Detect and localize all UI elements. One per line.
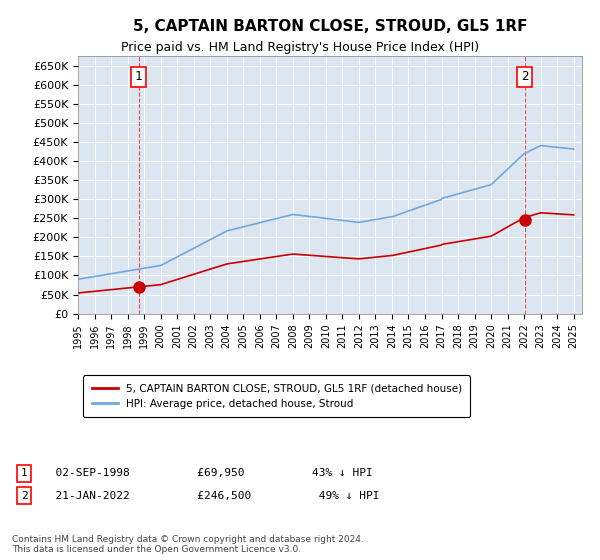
Text: 1: 1 xyxy=(135,71,142,83)
Text: 2: 2 xyxy=(20,491,28,501)
Text: 02-SEP-1998          £69,950          43% ↓ HPI: 02-SEP-1998 £69,950 43% ↓ HPI xyxy=(42,468,373,478)
Text: Contains HM Land Registry data © Crown copyright and database right 2024.
This d: Contains HM Land Registry data © Crown c… xyxy=(12,535,364,554)
Legend: 5, CAPTAIN BARTON CLOSE, STROUD, GL5 1RF (detached house), HPI: Average price, d: 5, CAPTAIN BARTON CLOSE, STROUD, GL5 1RF… xyxy=(83,376,470,417)
Title: 5, CAPTAIN BARTON CLOSE, STROUD, GL5 1RF: 5, CAPTAIN BARTON CLOSE, STROUD, GL5 1RF xyxy=(133,19,527,34)
Text: 1: 1 xyxy=(20,468,28,478)
Text: 21-JAN-2022          £246,500          49% ↓ HPI: 21-JAN-2022 £246,500 49% ↓ HPI xyxy=(42,491,380,501)
Text: Price paid vs. HM Land Registry's House Price Index (HPI): Price paid vs. HM Land Registry's House … xyxy=(121,41,479,54)
Text: 2: 2 xyxy=(521,71,529,83)
